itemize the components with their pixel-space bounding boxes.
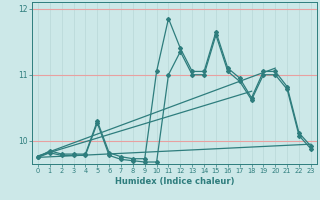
X-axis label: Humidex (Indice chaleur): Humidex (Indice chaleur): [115, 177, 234, 186]
